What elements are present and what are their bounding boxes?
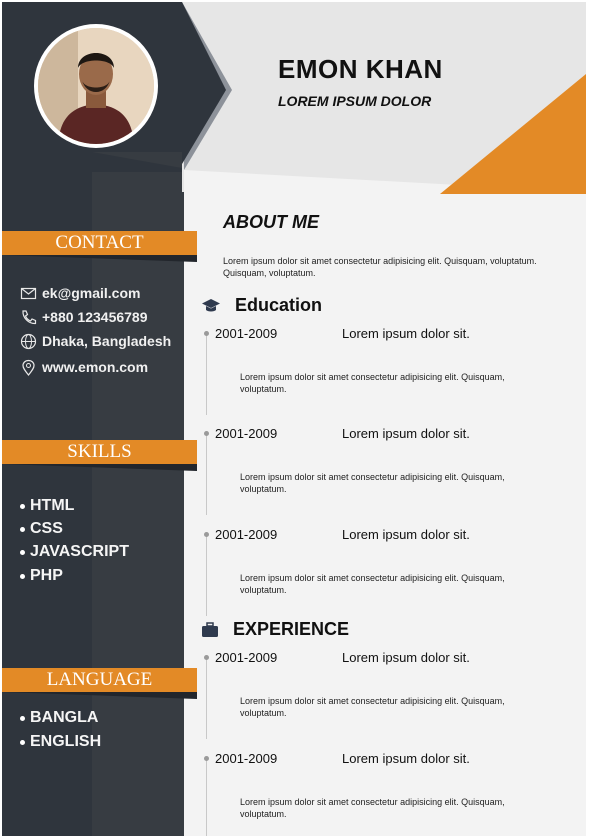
phone-icon — [22, 309, 37, 324]
language-item: BANGLA — [20, 709, 98, 727]
language-heading-shadow — [2, 692, 197, 699]
education-title-text: Lorem ipsum dolor sit. — [342, 326, 470, 341]
skill-item: PHP — [20, 567, 63, 585]
education-years: 2001-2009 — [215, 426, 278, 441]
contact-website-text: www.emon.com — [42, 359, 149, 375]
contact-heading-shadow — [2, 255, 197, 262]
timeline-dot — [204, 331, 209, 336]
bullet-icon — [20, 549, 25, 555]
education-desc: Lorem ipsum dolor sit amet consectetur a… — [240, 472, 505, 494]
contact-phone: +880 123456789 — [20, 307, 148, 327]
person-name: EMON KHAN — [278, 54, 443, 84]
profile-photo — [34, 24, 158, 148]
education-title: Education — [235, 295, 323, 315]
timeline-dot — [204, 655, 209, 660]
email-icon — [20, 287, 37, 299]
contact-website: www.emon.com — [20, 357, 148, 377]
contact-address-text: Dhaka, Bangladesh — [42, 333, 172, 349]
skill-item: CSS — [20, 520, 63, 538]
timeline-line — [206, 335, 207, 415]
experience-heading: EXPERIENCE — [201, 619, 349, 640]
language-item: ENGLISH — [20, 733, 101, 751]
experience-years: 2001-2009 — [215, 751, 278, 766]
briefcase-icon — [202, 621, 218, 637]
experience-title: EXPERIENCE — [233, 619, 350, 639]
education-title-text: Lorem ipsum dolor sit. — [342, 426, 470, 441]
bullet-icon — [20, 503, 25, 509]
timeline-line — [206, 659, 207, 739]
bullet-icon — [20, 573, 25, 579]
timeline-line — [206, 536, 207, 616]
timeline-line — [206, 435, 207, 515]
skill-item: HTML — [20, 497, 74, 515]
timeline-dot — [204, 532, 209, 537]
contact-email-text: ek@gmail.com — [42, 285, 141, 301]
timeline-dot — [204, 431, 209, 436]
education-desc: Lorem ipsum dolor sit amet consectetur a… — [240, 372, 505, 394]
contact-heading: CONTACT — [2, 231, 197, 255]
about-text: Lorem ipsum dolor sit amet consectetur a… — [223, 256, 537, 278]
experience-title-text: Lorem ipsum dolor sit. — [342, 751, 470, 766]
about-heading: ABOUT ME — [223, 212, 319, 232]
language-label: ENGLISH — [30, 733, 102, 750]
header-decoration — [2, 2, 586, 202]
skills-heading-shadow — [2, 464, 197, 471]
experience-desc: Lorem ipsum dolor sit amet consectetur a… — [240, 696, 505, 718]
skill-label: HTML — [30, 497, 75, 514]
skill-label: PHP — [30, 567, 63, 584]
experience-years: 2001-2009 — [215, 650, 278, 665]
contact-phone-text: +880 123456789 — [42, 309, 148, 325]
education-heading: Education — [201, 295, 322, 316]
bullet-icon — [20, 715, 25, 721]
bullet-icon — [20, 526, 25, 532]
language-heading: LANGUAGE — [2, 668, 197, 692]
education-years: 2001-2009 — [215, 326, 278, 341]
education-title-text: Lorem ipsum dolor sit. — [342, 527, 470, 542]
education-years: 2001-2009 — [215, 527, 278, 542]
timeline-dot — [204, 756, 209, 761]
timeline-line — [206, 760, 207, 836]
avatar — [38, 28, 154, 144]
skills-heading: SKILLS — [2, 440, 197, 464]
skill-label: JAVASCRIPT — [30, 543, 129, 560]
contact-email: ek@gmail.com — [20, 283, 140, 303]
location-pin-icon — [22, 359, 35, 376]
experience-title-text: Lorem ipsum dolor sit. — [342, 650, 470, 665]
language-label: BANGLA — [30, 709, 99, 726]
person-subtitle: LOREM IPSUM DOLOR — [278, 93, 432, 109]
skill-item: JAVASCRIPT — [20, 543, 129, 561]
education-desc: Lorem ipsum dolor sit amet consectetur a… — [240, 573, 505, 595]
graduation-cap-icon — [202, 298, 220, 311]
experience-desc: Lorem ipsum dolor sit amet consectetur a… — [240, 797, 505, 819]
sidebar-shade — [92, 152, 184, 836]
bullet-icon — [20, 739, 25, 745]
globe-icon — [20, 333, 37, 349]
skill-label: CSS — [30, 520, 63, 537]
contact-address: Dhaka, Bangladesh — [20, 331, 171, 351]
